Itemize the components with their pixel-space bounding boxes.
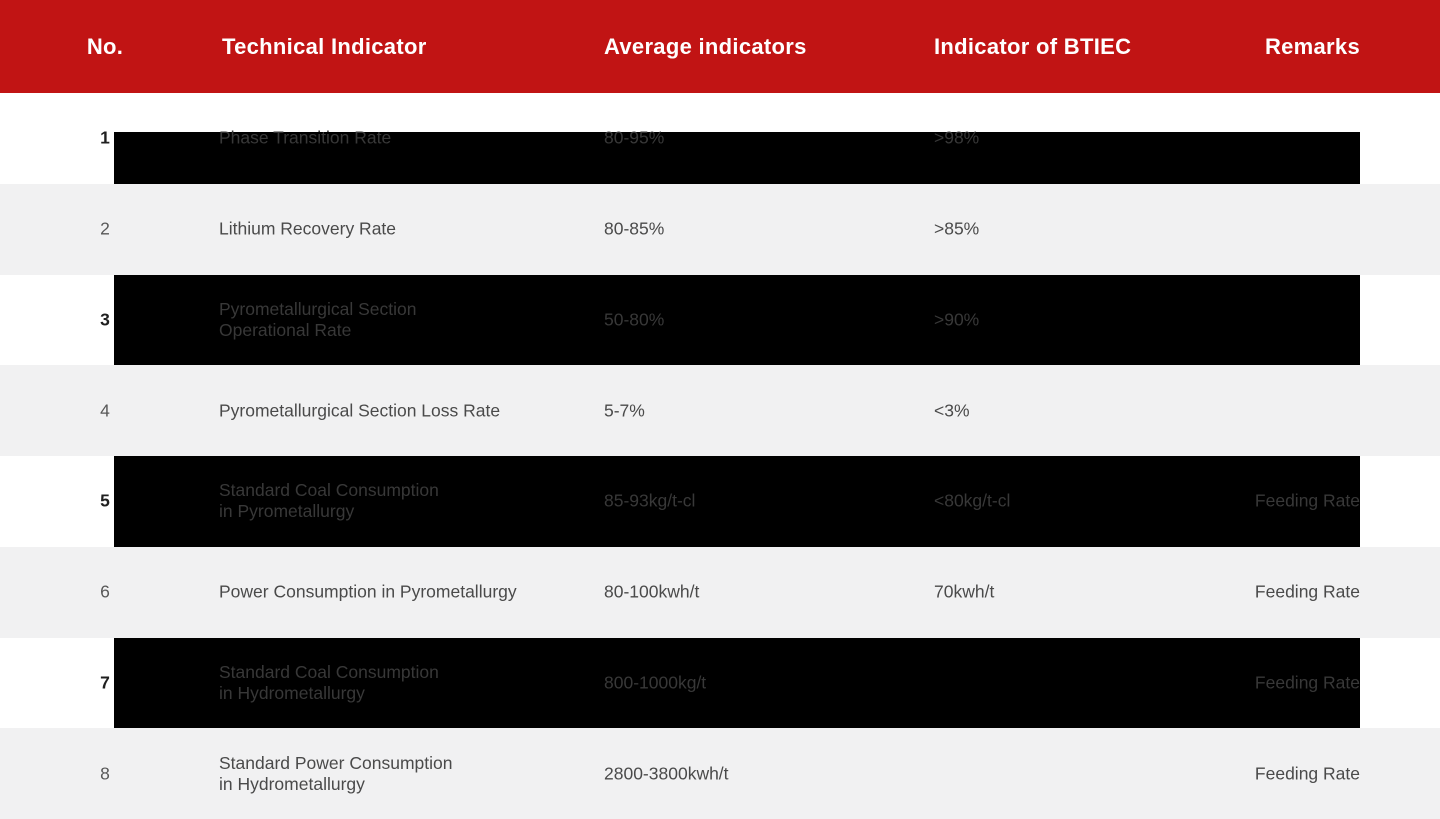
header-cell-technical-indicator: Technical Indicator: [222, 33, 427, 59]
table-row: 4 Pyrometallurgical Section Loss Rate 5-…: [0, 365, 1440, 456]
cell-indicator-of-btiec: 70kwh/t: [934, 581, 995, 602]
cell-remarks: Feeding Rate: [1254, 581, 1360, 602]
cell-indicator-of-btiec: >98%: [934, 127, 980, 148]
cell-indicator-of-btiec: >85%: [934, 218, 980, 239]
cell-no: 7: [100, 672, 110, 693]
table-row: 6 Power Consumption in Pyrometallurgy 80…: [0, 546, 1440, 638]
table-body: 1 Phase Transition Rate 80-95% >98% 2 Li…: [0, 93, 1440, 819]
row-cover-overlay: [114, 637, 1360, 729]
cell-remarks: Feeding Rate: [1254, 763, 1360, 784]
header-cell-average-indicators: Average indicators: [604, 33, 807, 59]
cell-average-indicators: 2800-3800kwh/t: [604, 763, 729, 784]
table-row: 5 Standard Coal Consumption in Pyrometal…: [0, 456, 1440, 547]
cell-no: 5: [100, 490, 110, 511]
cell-no: 4: [100, 400, 110, 421]
cell-indicator-of-btiec: >90%: [934, 309, 980, 330]
table-row: 1 Phase Transition Rate 80-95% >98%: [0, 93, 1440, 184]
cell-indicator-of-btiec: <80kg/t-cl: [934, 490, 1011, 511]
cell-average-indicators: 80-85%: [604, 218, 665, 239]
cell-remarks: Feeding Rate: [1254, 672, 1360, 693]
cell-average-indicators: 80-95%: [604, 127, 665, 148]
cell-technical-indicator: Pyrometallurgical Section Loss Rate: [219, 400, 501, 421]
header-cell-indicator-of-btiec: Indicator of BTIEC: [934, 33, 1132, 59]
cell-indicator-of-btiec: <3%: [934, 400, 970, 421]
row-cover-overlay: [114, 456, 1360, 547]
cell-technical-indicator: Power Consumption in Pyrometallurgy: [219, 581, 517, 602]
table-row: 3 Pyrometallurgical Section Operational …: [0, 274, 1440, 366]
cell-remarks: Feeding Rate: [1254, 490, 1360, 511]
table-row: 8 Standard Power Consumption in Hydromet…: [0, 728, 1440, 819]
cell-technical-indicator: Standard Coal Consumption in Pyrometallu…: [219, 480, 439, 522]
cell-no: 1: [100, 127, 110, 148]
cell-technical-indicator: Phase Transition Rate: [219, 127, 392, 148]
row-cover-overlay: [114, 132, 1360, 184]
header-cell-remarks: Remarks: [1264, 33, 1360, 59]
table-header: No. Technical Indicator Average indicato…: [0, 0, 1440, 93]
table-row: 7 Standard Coal Consumption in Hydrometa…: [0, 637, 1440, 729]
row-cover-overlay: [114, 274, 1360, 366]
cell-average-indicators: 85-93kg/t-cl: [604, 490, 696, 511]
cell-technical-indicator: Pyrometallurgical Section Operational Ra…: [219, 298, 417, 340]
cell-no: 2: [100, 218, 110, 239]
cell-no: 3: [100, 309, 110, 330]
cell-average-indicators: 80-100kwh/t: [604, 581, 700, 602]
header-cell-no: No.: [86, 33, 124, 59]
cell-technical-indicator: Standard Coal Consumption in Hydrometall…: [219, 661, 439, 703]
cell-technical-indicator: Lithium Recovery Rate: [219, 218, 397, 239]
cell-no: 6: [100, 581, 110, 602]
table-row: 2 Lithium Recovery Rate 80-85% >85%: [0, 183, 1440, 275]
cell-technical-indicator: Standard Power Consumption in Hydrometal…: [219, 752, 453, 794]
cell-average-indicators: 800-1000kg/t: [604, 672, 707, 693]
cell-average-indicators: 5-7%: [604, 400, 645, 421]
cell-no: 8: [100, 763, 110, 784]
cell-average-indicators: 50-80%: [604, 309, 665, 330]
